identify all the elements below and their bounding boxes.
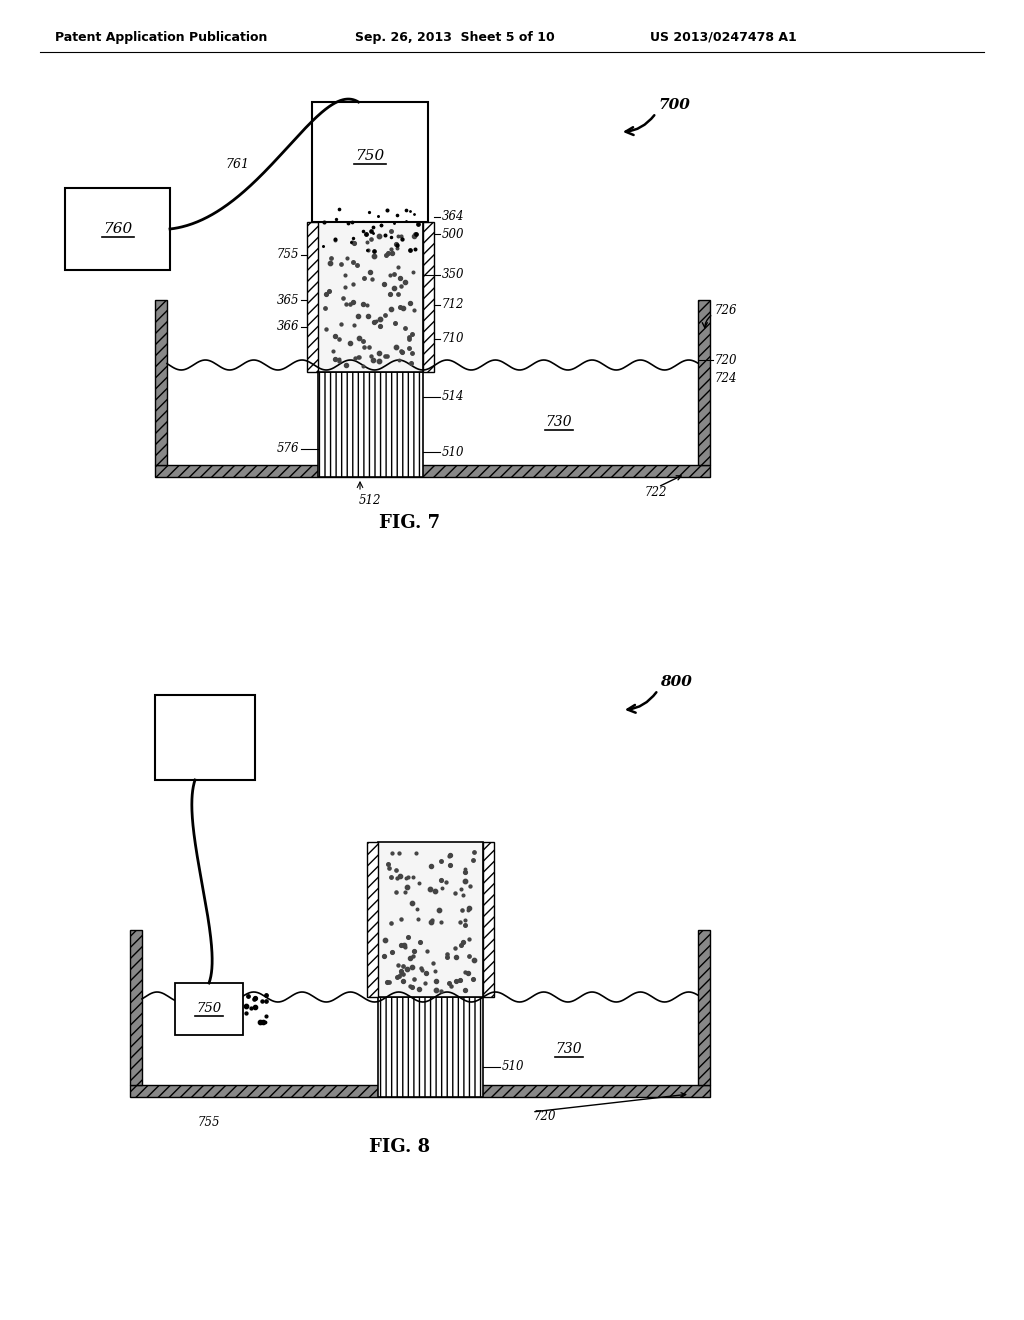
Text: Sep. 26, 2013  Sheet 5 of 10: Sep. 26, 2013 Sheet 5 of 10 <box>355 30 555 44</box>
FancyArrowPatch shape <box>626 115 654 135</box>
Text: 510: 510 <box>502 1060 524 1073</box>
Text: 512: 512 <box>358 494 381 507</box>
Text: FIG. 8: FIG. 8 <box>370 1138 430 1156</box>
Bar <box>155 696 255 780</box>
Text: 365: 365 <box>276 293 299 306</box>
Bar <box>378 997 483 1097</box>
Text: 576: 576 <box>276 442 299 455</box>
Text: 724: 724 <box>715 372 737 385</box>
Text: 720: 720 <box>534 1110 556 1123</box>
Text: 364: 364 <box>442 210 465 223</box>
Text: 710: 710 <box>442 333 465 346</box>
Bar <box>155 465 710 477</box>
Bar <box>318 222 423 372</box>
Text: 761: 761 <box>225 157 249 170</box>
Bar <box>698 300 710 465</box>
Text: 510: 510 <box>442 446 465 458</box>
Text: 514: 514 <box>442 391 465 404</box>
FancyArrowPatch shape <box>535 1093 686 1111</box>
Bar <box>65 187 170 271</box>
FancyArrowPatch shape <box>660 475 681 486</box>
Text: 750: 750 <box>197 1002 221 1015</box>
Text: 755: 755 <box>198 1117 220 1130</box>
Text: 350: 350 <box>442 268 465 281</box>
Bar <box>155 300 167 465</box>
Bar <box>130 1085 710 1097</box>
Bar <box>307 222 318 372</box>
Bar <box>318 372 423 477</box>
Text: 366: 366 <box>276 321 299 334</box>
Text: 760: 760 <box>102 222 132 236</box>
Text: 730: 730 <box>555 1041 582 1056</box>
FancyArrowPatch shape <box>628 692 656 713</box>
Text: 800: 800 <box>660 675 692 689</box>
Bar <box>423 222 434 372</box>
Text: 700: 700 <box>658 98 690 112</box>
Bar <box>142 931 698 1085</box>
Text: 720: 720 <box>715 354 737 367</box>
Text: 712: 712 <box>442 298 465 312</box>
Bar <box>130 931 142 1085</box>
Bar <box>175 983 243 1035</box>
Text: 500: 500 <box>442 227 465 240</box>
Text: 726: 726 <box>715 304 737 317</box>
Text: US 2013/0247478 A1: US 2013/0247478 A1 <box>650 30 797 44</box>
Bar <box>378 842 483 997</box>
FancyArrowPatch shape <box>702 315 711 327</box>
Text: 755: 755 <box>276 248 299 261</box>
Bar <box>367 842 378 997</box>
Bar <box>312 102 428 222</box>
Bar <box>483 842 494 997</box>
Text: 730: 730 <box>545 414 571 429</box>
Text: FIG. 7: FIG. 7 <box>380 513 440 532</box>
Text: 722: 722 <box>645 487 668 499</box>
Bar <box>698 931 710 1085</box>
Text: 750: 750 <box>355 149 385 162</box>
Text: Patent Application Publication: Patent Application Publication <box>55 30 267 44</box>
Bar <box>167 300 698 465</box>
